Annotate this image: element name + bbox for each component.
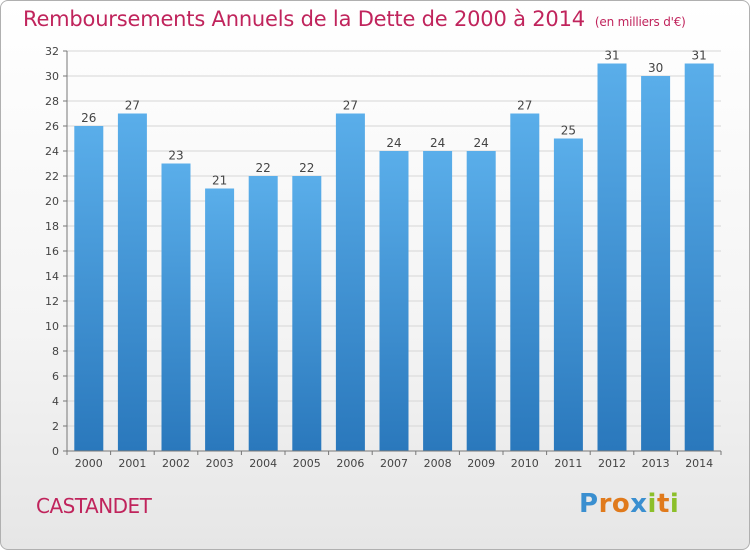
unit-label: (en milliers d'€) bbox=[594, 15, 686, 29]
place-name: CASTANDET bbox=[36, 494, 152, 518]
y-tick-label: 12 bbox=[45, 295, 59, 308]
proxiti-logo[interactable]: Proxiti bbox=[579, 489, 679, 519]
y-tick-label: 14 bbox=[45, 270, 59, 283]
logo-letter: r bbox=[598, 489, 612, 519]
bar bbox=[248, 176, 278, 451]
bar bbox=[423, 151, 453, 451]
bar bbox=[205, 188, 235, 451]
bar-value-label: 23 bbox=[168, 149, 183, 163]
bar-value-label: 21 bbox=[212, 174, 227, 188]
bar-value-label: 27 bbox=[343, 99, 358, 113]
y-tick-label: 2 bbox=[52, 420, 59, 433]
y-tick-label: 0 bbox=[52, 445, 59, 458]
x-axis: 2000 2001 2002 2003 2004 2005 2006 2007 2008 2009… bbox=[66, 450, 722, 470]
bar bbox=[292, 176, 322, 451]
x-tick-label: 2002 bbox=[162, 457, 190, 470]
y-tick-label: 26 bbox=[45, 120, 59, 133]
bar-value-label: 30 bbox=[648, 61, 663, 75]
bar bbox=[74, 126, 104, 451]
x-tick-label: 2009 bbox=[467, 457, 495, 470]
bar bbox=[597, 63, 627, 451]
x-tick-label: 2010 bbox=[511, 457, 539, 470]
logo-letter: i bbox=[669, 489, 680, 519]
y-tick-label: 20 bbox=[45, 195, 59, 208]
x-tick-label: 2005 bbox=[293, 457, 321, 470]
x-tick-label: 2011 bbox=[554, 457, 582, 470]
x-tick-label: 2001 bbox=[118, 457, 146, 470]
x-tick-label: 2014 bbox=[685, 457, 713, 470]
bar bbox=[684, 63, 714, 451]
x-tick-label: 2007 bbox=[380, 457, 408, 470]
y-tick-label: 30 bbox=[45, 70, 59, 83]
y-tick-label: 8 bbox=[52, 345, 59, 358]
chart-title: Remboursements Annuels de la Dette de 20… bbox=[23, 7, 686, 31]
x-tick-label: 2004 bbox=[249, 457, 277, 470]
x-tick-label: 2006 bbox=[336, 457, 364, 470]
logo-letter: x bbox=[630, 489, 648, 519]
bar bbox=[117, 113, 147, 451]
bar-value-label: 31 bbox=[604, 49, 619, 63]
bar bbox=[641, 76, 671, 451]
title-text: Remboursements Annuels de la Dette de 20… bbox=[23, 7, 585, 31]
bar-value-label: 25 bbox=[561, 124, 576, 138]
logo-letter: i bbox=[647, 489, 657, 519]
bar-value-label: 31 bbox=[692, 49, 707, 63]
bar-value-label: 24 bbox=[430, 136, 445, 150]
bar-value-label: 24 bbox=[474, 136, 489, 150]
bar bbox=[510, 113, 540, 451]
x-tick-label: 2008 bbox=[424, 457, 452, 470]
x-tick-label: 2003 bbox=[206, 457, 234, 470]
logo-letter: t bbox=[656, 489, 670, 519]
bar bbox=[553, 138, 583, 451]
bar bbox=[379, 151, 409, 451]
y-tick-label: 10 bbox=[45, 320, 59, 333]
bar-value-label: 22 bbox=[299, 161, 314, 175]
bars: 26 27 23 21 22 22 27 24 24 24 27 25 31 30 31 bbox=[74, 49, 714, 451]
logo-letter: P bbox=[579, 489, 599, 519]
bar bbox=[466, 151, 496, 451]
bar-value-label: 26 bbox=[81, 111, 96, 125]
bar bbox=[335, 113, 365, 451]
y-tick-label: 28 bbox=[45, 95, 59, 108]
x-tick-label: 2013 bbox=[642, 457, 670, 470]
bar-value-label: 22 bbox=[256, 161, 271, 175]
bar bbox=[161, 163, 191, 451]
y-tick-label: 16 bbox=[45, 245, 59, 258]
bar-value-label: 27 bbox=[517, 99, 532, 113]
y-tick-label: 32 bbox=[45, 45, 59, 58]
y-tick-label: 4 bbox=[52, 395, 59, 408]
x-tick-label: 2000 bbox=[75, 457, 103, 470]
bar-value-label: 24 bbox=[386, 136, 401, 150]
y-tick-label: 24 bbox=[45, 145, 59, 158]
bar-value-label: 27 bbox=[125, 99, 140, 113]
logo-letter: o bbox=[611, 489, 631, 519]
y-tick-label: 22 bbox=[45, 170, 59, 183]
y-tick-label: 18 bbox=[45, 220, 59, 233]
x-tick-label: 2012 bbox=[598, 457, 626, 470]
y-tick-label: 6 bbox=[52, 370, 59, 383]
